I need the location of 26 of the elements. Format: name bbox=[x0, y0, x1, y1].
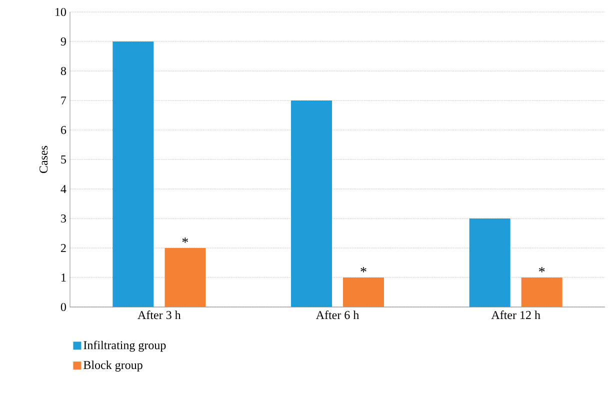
annotation: * bbox=[182, 238, 188, 243]
y-tick-label: 1 bbox=[62, 274, 66, 282]
bar bbox=[343, 278, 384, 307]
bar bbox=[112, 42, 154, 307]
y-tick-label: 0 bbox=[60, 302, 66, 312]
y-tick-label: 10 bbox=[56, 8, 66, 16]
y-tick-label: 4 bbox=[60, 185, 66, 193]
y-tick-label: 5 bbox=[61, 156, 66, 164]
y-tick-label: 3 bbox=[61, 214, 66, 223]
y-tick-label: 6 bbox=[60, 126, 66, 134]
annotation: * bbox=[360, 267, 366, 272]
legend-label: Infiltrating group bbox=[84, 340, 166, 352]
bar bbox=[164, 248, 206, 307]
y-axis-title: Cases bbox=[40, 146, 48, 174]
annotation: * bbox=[539, 267, 545, 272]
y-tick-label: 8 bbox=[60, 66, 66, 76]
bar bbox=[521, 278, 562, 307]
y-tick-label: 2 bbox=[61, 244, 66, 252]
x-tick-label: After 12 h bbox=[491, 310, 540, 320]
bar bbox=[469, 218, 510, 307]
bar bbox=[291, 100, 332, 307]
y-tick-label: 9 bbox=[60, 37, 66, 46]
y-tick-label: 7 bbox=[61, 96, 66, 104]
x-tick-label: After 3 h bbox=[138, 310, 181, 320]
legend-label: Block group bbox=[84, 360, 142, 372]
x-tick-label: After 6 h bbox=[316, 310, 359, 320]
